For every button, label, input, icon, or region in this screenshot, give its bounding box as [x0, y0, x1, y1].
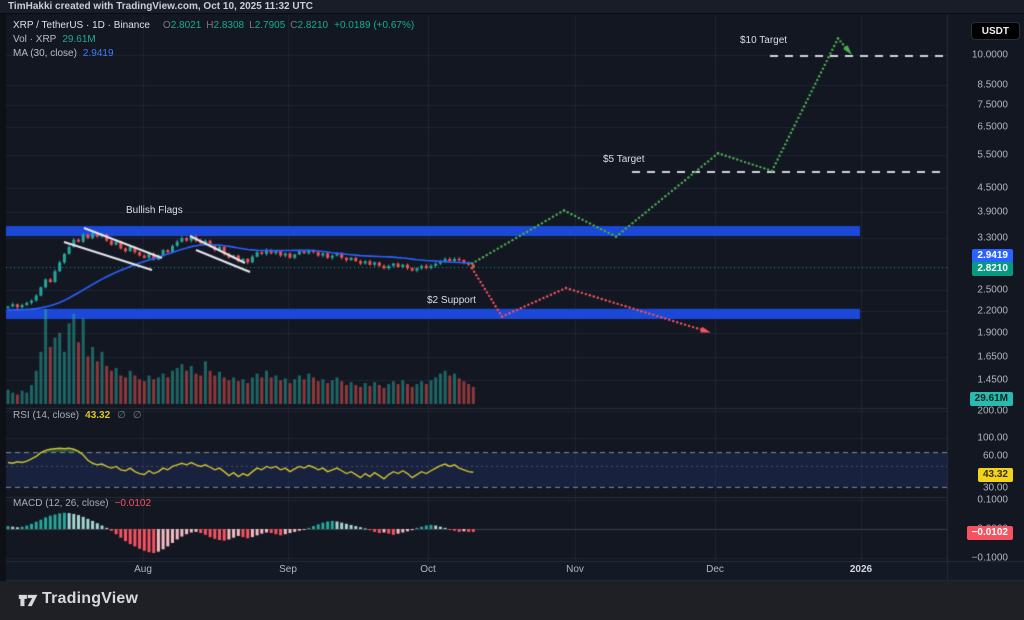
rsi-legend: RSI (14, close) 43.32 ∅ ∅ — [13, 410, 142, 421]
close-value: 2.8210 — [297, 20, 329, 31]
rsi-band-toggle-icon[interactable]: ∅ — [132, 410, 142, 421]
ma-value: 2.9419 — [82, 48, 114, 59]
price-scale-label: 100.00 — [977, 432, 1008, 444]
price-scale-label: 0.1000 — [977, 494, 1008, 506]
open-label: O — [162, 20, 171, 31]
price-scale-label: 1.6500 — [977, 351, 1008, 363]
time-axis-label: 2026 — [849, 564, 873, 575]
close-label: C — [290, 20, 298, 31]
footer-bar: TradingView — [0, 581, 1024, 620]
symbol-row: XRP / TetherUS · 1D · Binance O2.8021 H2.8… — [13, 19, 414, 33]
low-label: L — [249, 20, 255, 31]
price-scale-label: 3.3000 — [977, 232, 1008, 244]
price-axis-badge: 2.8210 — [972, 262, 1013, 276]
volume-value: 29.61M — [62, 34, 96, 45]
price-scale-label: 8.5000 — [977, 79, 1008, 91]
time-axis[interactable]: Aug Sep Oct Nov Dec 2026 — [0, 561, 947, 581]
price-scale-label: 1.4500 — [977, 374, 1008, 386]
support-annotation: $2 Support — [427, 295, 476, 306]
price-scale-label: 7.5000 — [977, 99, 1008, 111]
price-scale-label: 60.00 — [982, 450, 1008, 462]
price-scale-label: 30.00 — [982, 482, 1008, 494]
price-axis-badge: 2.9419 — [972, 249, 1013, 263]
macd-value: −0.0102 — [114, 498, 152, 509]
ma-row: MA (30, close) 2.9419 — [13, 47, 414, 61]
macd-label: MACD (12, 26, close) — [13, 498, 109, 509]
price-axis-badge: 29.61M — [969, 392, 1013, 406]
change-value: +0.0189 (+0.67%) — [334, 20, 415, 31]
attribution-text: TimHakki created with TradingView.com, O… — [8, 1, 313, 12]
rsi-label: RSI (14, close) — [13, 410, 80, 421]
currency-toggle-button[interactable]: USDT — [970, 22, 1020, 40]
attribution-bar: TimHakki created with TradingView.com, O… — [0, 0, 1024, 14]
high-label: H — [206, 20, 214, 31]
price-scale-label: 3.9000 — [977, 206, 1008, 218]
high-value: 2.8308 — [213, 20, 245, 31]
price-axis-badge: −0.0102 — [966, 526, 1013, 540]
volume-row: Vol · XRP 29.61M — [13, 33, 414, 47]
time-axis-label: Oct — [420, 564, 436, 575]
price-scale-label: 10.0000 — [971, 49, 1008, 61]
price-scale[interactable]: 10.0000 8.5000 7.5000 6.5000 5.5000 4.5000 3.9… — [946, 14, 1024, 581]
bullish-flags-annotation: Bullish Flags — [126, 205, 183, 216]
ma-label: MA (30, close) — [13, 48, 77, 59]
time-axis-label: Sep — [279, 564, 297, 575]
price-scale-label: 200.00 — [977, 405, 1008, 417]
price-scale-label: 1.9000 — [977, 327, 1008, 339]
target5-annotation: $5 Target — [603, 154, 645, 165]
symbol-title[interactable]: XRP / TetherUS · 1D · Binance — [13, 20, 150, 31]
macd-legend: MACD (12, 26, close) −0.0102 — [13, 498, 151, 509]
tradingview-logo-text[interactable]: TradingView — [42, 590, 139, 607]
price-scale-label: 4.5000 — [977, 182, 1008, 194]
time-axis-label: Aug — [134, 564, 152, 575]
price-scale-label: 2.5000 — [977, 284, 1008, 296]
target10-annotation: $10 Target — [740, 35, 788, 46]
price-scale-label: −0.1000 — [971, 552, 1008, 564]
price-scale-label: 2.2000 — [977, 305, 1008, 317]
low-value: 2.7905 — [254, 20, 286, 31]
time-axis-label: Nov — [566, 564, 584, 575]
chart-legend: XRP / TetherUS · 1D · Binance O2.8021 H2.8… — [13, 19, 414, 61]
rsi-smoothing-toggle-icon[interactable]: ∅ — [117, 410, 126, 421]
open-value: 2.8021 — [170, 20, 202, 31]
price-scale-label: 5.5000 — [977, 149, 1008, 161]
tradingview-logo-icon[interactable] — [18, 592, 39, 614]
time-axis-label: Dec — [706, 564, 724, 575]
volume-label: Vol · XRP — [13, 34, 57, 45]
price-axis-badge: 43.32 — [977, 468, 1013, 482]
rsi-value: 43.32 — [85, 410, 111, 421]
price-scale-label: 6.5000 — [977, 121, 1008, 133]
